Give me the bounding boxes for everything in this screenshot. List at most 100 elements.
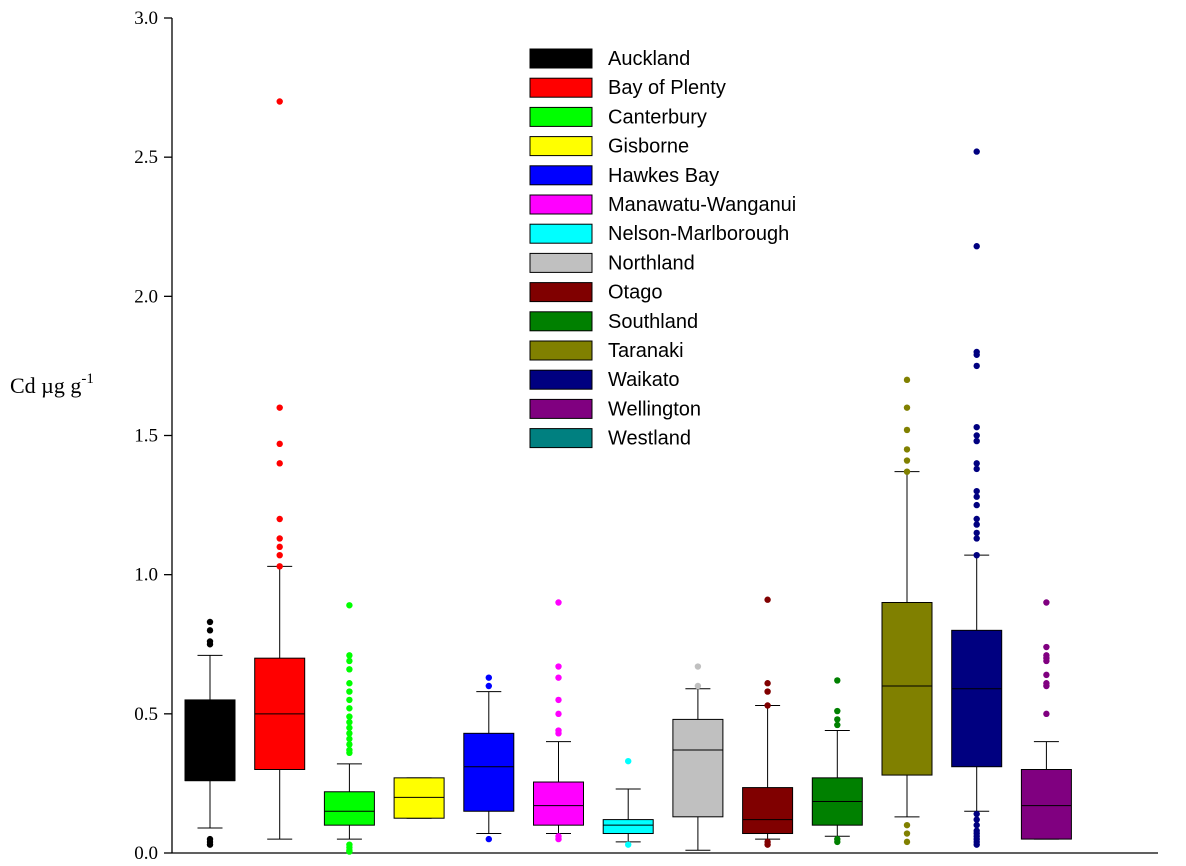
legend-swatch: [529, 340, 593, 361]
outlier-point: [555, 599, 562, 606]
boxes-layer: [184, 98, 1072, 855]
legend-swatch: [529, 252, 593, 273]
y-tick-label: 0.0: [134, 843, 158, 864]
iqr-box: [463, 732, 515, 812]
outlier-point: [903, 446, 911, 453]
outlier-point: [903, 830, 911, 837]
box-canterbury: [323, 602, 375, 855]
outlier-point: [973, 821, 980, 829]
legend-swatch: [529, 398, 593, 419]
legend-swatch: [529, 136, 593, 157]
legend-label: Northland: [608, 252, 695, 274]
outlier-point: [485, 674, 492, 681]
box-southland: [811, 677, 863, 846]
outlier-point: [973, 423, 980, 431]
legend-item: Bay of Plenty: [529, 77, 726, 99]
outlier-point: [276, 460, 283, 467]
outlier-point: [485, 835, 492, 843]
legend-item: Waikato: [529, 369, 680, 391]
legend-item: Westland: [529, 428, 691, 450]
outlier-point: [834, 721, 841, 729]
y-tick-label: 2.0: [134, 286, 158, 307]
outlier-point: [346, 666, 353, 673]
legend-item: Auckland: [529, 48, 690, 70]
box-wellington: [1020, 599, 1072, 840]
outlier-point: [973, 351, 980, 358]
outlier-point: [1043, 657, 1050, 665]
legend-item: Southland: [529, 311, 698, 333]
outlier-point: [1043, 710, 1050, 718]
legend-swatch: [529, 282, 593, 303]
outlier-point: [625, 841, 632, 848]
outlier-point: [973, 841, 980, 848]
outlier-point: [694, 682, 702, 690]
legend-swatch: [529, 311, 593, 332]
outlier-point: [903, 426, 911, 434]
y-axis-label-sup: -1: [81, 371, 94, 387]
outlier-point: [346, 735, 353, 743]
box-hawkes-bay: [463, 674, 515, 843]
iqr-box: [323, 791, 375, 826]
outlier-point: [903, 468, 911, 475]
legend-label: Auckland: [608, 48, 690, 70]
legend-label: Waikato: [608, 369, 680, 391]
legend-item: Otago: [529, 282, 662, 304]
iqr-box: [533, 781, 584, 826]
legend-label: Nelson-Marlborough: [608, 223, 789, 245]
y-tick-label: 3.0: [134, 8, 158, 29]
outlier-point: [1043, 643, 1050, 651]
legend-label: Canterbury: [608, 106, 707, 128]
outlier-point: [1043, 599, 1050, 606]
y-tick-label: 0.5: [134, 704, 158, 725]
outlier-point: [206, 627, 214, 634]
legend-item: Taranaki: [529, 340, 684, 362]
outlier-point: [276, 535, 283, 542]
outlier-point: [834, 677, 841, 684]
iqr-box: [672, 718, 724, 818]
outlier-point: [973, 437, 980, 445]
axes: 0.0 0.5 1.0 1.5 2.0 2.5 3.0: [134, 8, 1158, 864]
outlier-point: [973, 243, 980, 250]
outlier-point: [973, 460, 980, 467]
legend-swatch: [529, 165, 593, 186]
outlier-point: [555, 696, 562, 704]
outlier-point: [903, 376, 911, 384]
iqr-box: [393, 777, 445, 819]
outlier-point: [973, 148, 980, 155]
outlier-point: [694, 663, 702, 670]
outlier-point: [764, 702, 771, 709]
outlier-point: [834, 716, 841, 723]
outlier-point: [346, 696, 353, 704]
legend-label: Manawatu-Wanganui: [608, 194, 796, 216]
outlier-point: [276, 515, 283, 523]
outlier-point: [973, 362, 980, 370]
outlier-point: [276, 98, 283, 105]
outlier-point: [903, 838, 911, 846]
box-auckland: [184, 618, 236, 848]
outlier-point: [346, 705, 353, 712]
outlier-point: [346, 688, 353, 695]
outlier-point: [834, 838, 841, 846]
iqr-box: [881, 602, 933, 776]
outlier-point: [555, 710, 562, 718]
outlier-point: [346, 730, 353, 737]
outlier-point: [764, 841, 771, 848]
outlier-point: [346, 848, 353, 855]
outlier-point: [346, 713, 353, 720]
outlier-point: [346, 724, 353, 731]
y-tick-label: 1.0: [134, 565, 158, 586]
outlier-point: [973, 529, 980, 537]
y-tick-label: 2.5: [134, 147, 158, 168]
outlier-point: [346, 657, 353, 665]
outlier-point: [485, 682, 492, 690]
legend-label: Taranaki: [608, 340, 684, 362]
outlier-point: [276, 543, 283, 551]
box-waikato: [951, 148, 1003, 848]
outlier-point: [346, 718, 353, 726]
legend-label: Gisborne: [608, 136, 689, 158]
outlier-point: [206, 641, 214, 648]
legend-swatch: [529, 369, 593, 390]
outlier-point: [973, 487, 980, 495]
legend-item: Wellington: [529, 398, 701, 420]
